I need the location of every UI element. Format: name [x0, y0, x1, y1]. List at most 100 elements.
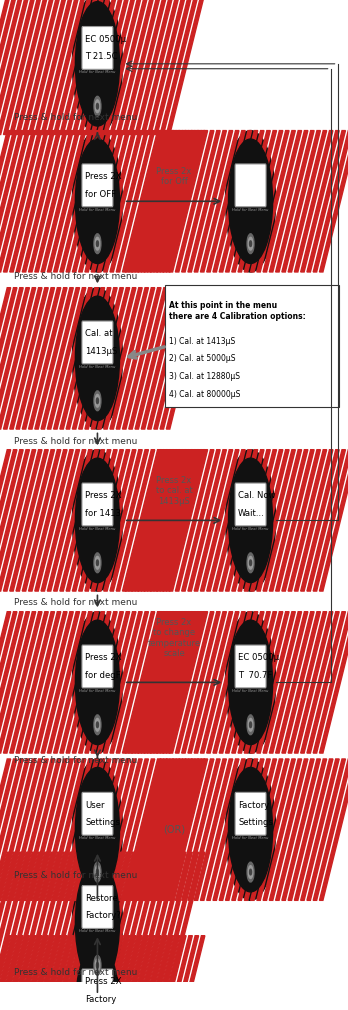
Text: 1413μS: 1413μS: [85, 346, 117, 356]
Polygon shape: [10, 449, 48, 591]
Polygon shape: [244, 130, 283, 272]
Polygon shape: [135, 130, 174, 272]
Polygon shape: [150, 612, 189, 753]
Polygon shape: [226, 612, 264, 753]
Polygon shape: [135, 0, 174, 134]
Polygon shape: [47, 449, 86, 591]
Circle shape: [72, 612, 122, 753]
Polygon shape: [3, 449, 42, 591]
Polygon shape: [66, 130, 105, 272]
Polygon shape: [10, 852, 48, 994]
Polygon shape: [60, 852, 98, 994]
Polygon shape: [148, 852, 186, 994]
Polygon shape: [91, 935, 130, 1010]
Text: Hold for Next Menu: Hold for Next Menu: [79, 929, 116, 933]
Polygon shape: [219, 449, 258, 591]
Polygon shape: [116, 852, 155, 994]
Polygon shape: [194, 130, 233, 272]
Polygon shape: [269, 612, 308, 753]
Circle shape: [95, 237, 100, 250]
Polygon shape: [232, 759, 270, 900]
Polygon shape: [125, 449, 164, 591]
Polygon shape: [251, 449, 289, 591]
Polygon shape: [35, 935, 73, 1010]
Polygon shape: [97, 288, 136, 429]
Polygon shape: [182, 449, 220, 591]
Polygon shape: [3, 130, 42, 272]
Polygon shape: [0, 759, 36, 900]
Polygon shape: [22, 759, 61, 900]
Polygon shape: [0, 612, 36, 753]
Polygon shape: [251, 612, 289, 753]
Polygon shape: [85, 449, 124, 591]
Polygon shape: [41, 288, 80, 429]
Text: Press 2x
to change
temperature
scale: Press 2x to change temperature scale: [148, 618, 200, 659]
Polygon shape: [288, 612, 327, 753]
Circle shape: [226, 612, 276, 753]
Polygon shape: [144, 612, 183, 753]
Polygon shape: [0, 449, 17, 591]
Polygon shape: [41, 0, 80, 134]
Polygon shape: [66, 288, 105, 429]
Polygon shape: [47, 0, 86, 134]
Circle shape: [94, 96, 101, 116]
Polygon shape: [47, 130, 86, 272]
Polygon shape: [166, 449, 205, 591]
Polygon shape: [169, 759, 208, 900]
Polygon shape: [3, 759, 42, 900]
Circle shape: [76, 620, 119, 744]
Circle shape: [72, 935, 122, 1010]
Polygon shape: [41, 612, 80, 753]
Text: for degF: for degF: [85, 671, 121, 680]
Polygon shape: [194, 612, 233, 753]
Polygon shape: [0, 130, 17, 272]
Polygon shape: [0, 612, 23, 753]
Polygon shape: [257, 130, 295, 272]
Polygon shape: [200, 759, 239, 900]
Polygon shape: [97, 130, 136, 272]
Polygon shape: [257, 612, 295, 753]
Polygon shape: [72, 0, 111, 134]
Polygon shape: [288, 130, 327, 272]
Circle shape: [95, 718, 100, 731]
Polygon shape: [141, 935, 180, 1010]
Polygon shape: [0, 288, 17, 429]
Polygon shape: [200, 612, 239, 753]
Polygon shape: [213, 130, 252, 272]
Polygon shape: [307, 759, 346, 900]
Circle shape: [96, 870, 98, 875]
Polygon shape: [104, 759, 142, 900]
Polygon shape: [66, 852, 105, 994]
Polygon shape: [79, 852, 117, 994]
Polygon shape: [154, 935, 192, 1010]
Polygon shape: [175, 759, 214, 900]
Polygon shape: [116, 449, 155, 591]
Polygon shape: [0, 852, 11, 994]
Polygon shape: [79, 0, 117, 134]
Polygon shape: [104, 852, 142, 994]
Polygon shape: [66, 449, 105, 591]
Polygon shape: [194, 449, 233, 591]
Polygon shape: [91, 759, 130, 900]
Polygon shape: [79, 449, 117, 591]
Polygon shape: [122, 288, 161, 429]
Text: Press & hold for next menu: Press & hold for next menu: [14, 437, 137, 446]
Text: Press & hold for next menu: Press & hold for next menu: [14, 872, 137, 881]
Polygon shape: [135, 449, 174, 591]
Polygon shape: [0, 130, 30, 272]
Polygon shape: [104, 130, 142, 272]
Polygon shape: [35, 852, 73, 994]
Polygon shape: [182, 130, 220, 272]
Polygon shape: [125, 759, 164, 900]
Polygon shape: [244, 612, 283, 753]
Circle shape: [248, 237, 253, 250]
Polygon shape: [226, 759, 264, 900]
Polygon shape: [132, 759, 170, 900]
Polygon shape: [251, 759, 289, 900]
Polygon shape: [294, 449, 333, 591]
Polygon shape: [226, 449, 264, 591]
Text: Factory: Factory: [238, 801, 269, 810]
Polygon shape: [0, 0, 17, 134]
FancyBboxPatch shape: [82, 483, 113, 526]
Polygon shape: [29, 612, 67, 753]
